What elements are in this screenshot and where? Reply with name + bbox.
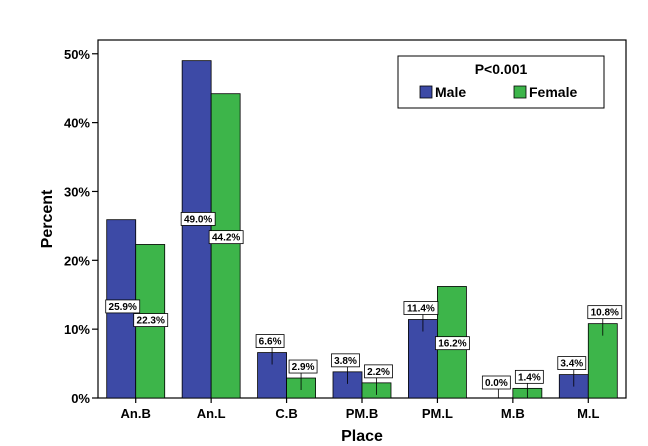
data-label-male: 3.8% (334, 356, 357, 367)
data-label-male: 0.0% (485, 378, 508, 389)
y-tick-label: 50% (64, 47, 90, 62)
bar-female (587, 323, 618, 399)
legend-box (397, 55, 605, 109)
data-label-female: 2.9% (292, 362, 315, 373)
y-axis-title: Percent (39, 189, 56, 248)
data-label-female: 44.2% (212, 233, 240, 244)
data-label-male: 49.0% (184, 214, 212, 225)
x-axis-title: Place (341, 428, 383, 445)
data-label-box (364, 364, 393, 379)
x-tick-label: An.L (197, 406, 226, 421)
legend-title: P<0.001 (475, 61, 528, 77)
x-tick-label: An.B (121, 406, 151, 421)
data-label-male: 11.4% (407, 304, 435, 315)
bar-female (210, 93, 241, 399)
y-tick-label: 0% (71, 391, 90, 406)
data-label-box (587, 305, 623, 320)
data-label-female: 2.2% (367, 367, 390, 378)
data-labels-layer: 25.9%22.3% 49.0%44.2% 6.6% 2.9% 3.8% 2.2% 11.4… (105, 212, 623, 398)
legend-swatch-female (513, 85, 527, 99)
data-label-female: 10.8% (591, 308, 619, 319)
x-tick-label: PM.L (422, 406, 453, 421)
bar-male (332, 371, 363, 399)
y-tick-label: 20% (64, 253, 90, 268)
data-label-female: 22.3% (137, 316, 165, 327)
legend-label-male: Male (435, 84, 466, 100)
y-tick-label: 10% (64, 322, 90, 337)
bar-male (181, 60, 212, 399)
x-axis: An.B An.L C.B PM.B PM.L M.B M.L (121, 398, 600, 421)
data-label-box (435, 336, 470, 351)
bar-male (408, 319, 438, 399)
x-tick-label: PM.B (346, 406, 379, 421)
data-label-box (105, 299, 141, 314)
data-label-box (403, 301, 439, 315)
data-label-male: 25.9% (109, 302, 137, 313)
x-tick-label: M.B (501, 406, 525, 421)
data-label-box (288, 359, 318, 374)
data-label-box (331, 353, 360, 368)
y-axis: 0% 10% 20% 30% 40% 50% (64, 47, 98, 406)
data-label-box (557, 356, 587, 370)
y-tick-label: 30% (64, 184, 90, 199)
data-label-male: 3.4% (560, 359, 583, 370)
data-label-male: 6.6% (259, 337, 282, 348)
data-label-box (133, 313, 169, 327)
bars-layer (106, 60, 618, 399)
data-label-female: 1.4% (518, 372, 541, 383)
legend-swatch-male (419, 85, 433, 99)
data-label-box (255, 334, 285, 348)
y-tick-label: 40% (64, 116, 90, 131)
data-label-box (208, 230, 244, 245)
x-tick-label: M.L (577, 406, 599, 421)
legend-label-female: Female (529, 84, 577, 100)
data-label-box (514, 369, 544, 384)
legend: P<0.001 Male Female (397, 55, 605, 109)
data-label-box (481, 375, 511, 390)
x-tick-label: C.B (275, 406, 297, 421)
data-label-box (180, 212, 216, 226)
data-label-female: 16.2% (438, 339, 466, 350)
